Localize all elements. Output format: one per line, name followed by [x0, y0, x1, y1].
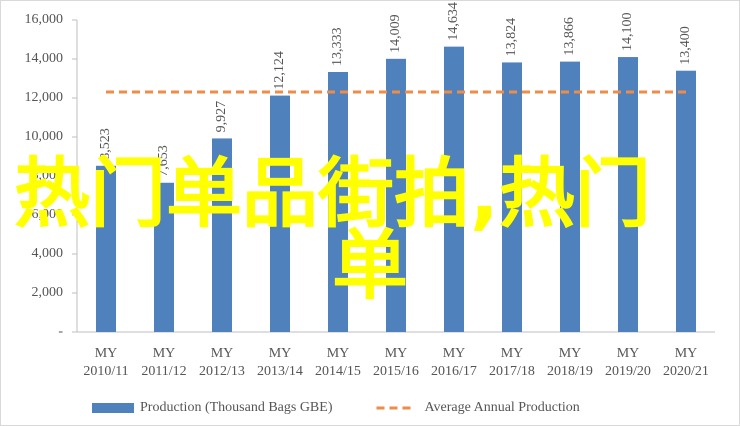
bar: [386, 58, 406, 333]
value-label: 12,124: [272, 51, 287, 90]
value-label: 8,523: [98, 128, 113, 160]
bar: [676, 70, 696, 332]
value-label: 14,634: [446, 2, 461, 41]
x-tick-label: MY 2011/12: [141, 346, 186, 379]
value-label: 13,333: [330, 28, 345, 67]
bar: [502, 62, 522, 332]
value-label: 13,866: [562, 17, 577, 56]
legend-label: Production (Thousand Bags GBE): [140, 400, 333, 415]
y-tick-label: 2,000: [32, 285, 64, 300]
y-tick-label: 16,000: [25, 12, 64, 27]
legend-swatch: [92, 403, 134, 413]
y-tick-label: -: [58, 324, 63, 339]
value-label: 7,653: [156, 145, 171, 177]
value-label: 14,100: [620, 13, 635, 52]
value-label: 13,824: [504, 18, 519, 57]
y-tick-label: 14,000: [25, 51, 64, 66]
bar: [618, 57, 638, 333]
value-label: 13,400: [678, 26, 693, 65]
x-tick-label: MY 2012/13: [199, 346, 245, 379]
y-tick-label: 10,000: [25, 129, 64, 144]
y-tick-label: 6,000: [32, 207, 64, 222]
x-tick-label: MY 2016/17: [431, 346, 477, 379]
x-tick-label: MY 2018/19: [547, 346, 593, 379]
y-tick-label: 12,000: [25, 90, 64, 105]
bar: [154, 182, 174, 332]
x-tick-label: MY 2017/18: [489, 346, 535, 379]
y-tick-label: 4,000: [32, 246, 64, 261]
bar: [270, 95, 290, 332]
overlay-text: 热门单品街拍,热门: [14, 149, 651, 238]
bar: [560, 61, 580, 332]
x-tick-label: MY 2019/20: [605, 346, 651, 379]
x-tick-label: MY 2013/14: [257, 346, 303, 379]
x-tick-label: MY 2010/11: [83, 346, 128, 379]
x-tick-label: MY 2015/16: [373, 346, 419, 379]
bar: [212, 138, 232, 332]
bar: [444, 46, 464, 333]
value-label: 9,927: [214, 101, 229, 133]
legend-label: Average Annual Production: [424, 400, 579, 415]
bar: [96, 165, 116, 332]
x-tick-label: MY 2014/15: [315, 346, 361, 379]
bar: [328, 72, 348, 332]
y-tick-label: 8,000: [32, 168, 64, 183]
value-label: 14,009: [388, 14, 403, 53]
x-tick-label: MY 2020/21: [663, 346, 709, 379]
overlay-text: 单: [332, 221, 408, 310]
